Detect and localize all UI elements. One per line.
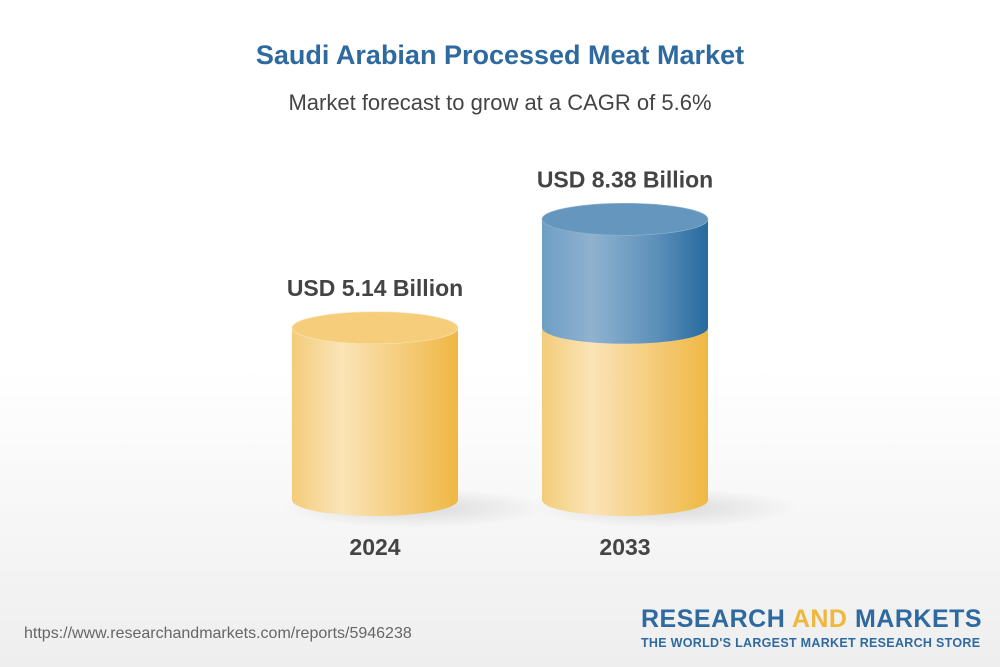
cylinder-chart: USD 5.14 Billion 2024 USD 8.38 Billion 2033 <box>282 166 798 560</box>
research-and-markets-logo: RESEARCH AND MARKETS THE WORLD'S LARGEST… <box>641 605 983 650</box>
cylinder-base-segment <box>542 327 708 516</box>
cylinder-top <box>291 311 459 345</box>
chart-title: Saudi Arabian Processed Meat Market <box>255 40 745 70</box>
cylinder-growth-segment <box>542 219 708 344</box>
source-url[interactable]: https://www.researchandmarkets.com/repor… <box>24 625 412 642</box>
data-label: USD 5.14 Billion <box>287 275 463 301</box>
category-label: 2024 <box>349 534 400 560</box>
data-label: USD 8.38 Billion <box>537 166 713 192</box>
chart-subtitle: Market forecast to grow at a CAGR of 5.6… <box>288 90 712 115</box>
category-label: 2033 <box>599 534 650 560</box>
cylinder-base-segment <box>292 327 458 516</box>
cylinder-top <box>541 202 709 236</box>
